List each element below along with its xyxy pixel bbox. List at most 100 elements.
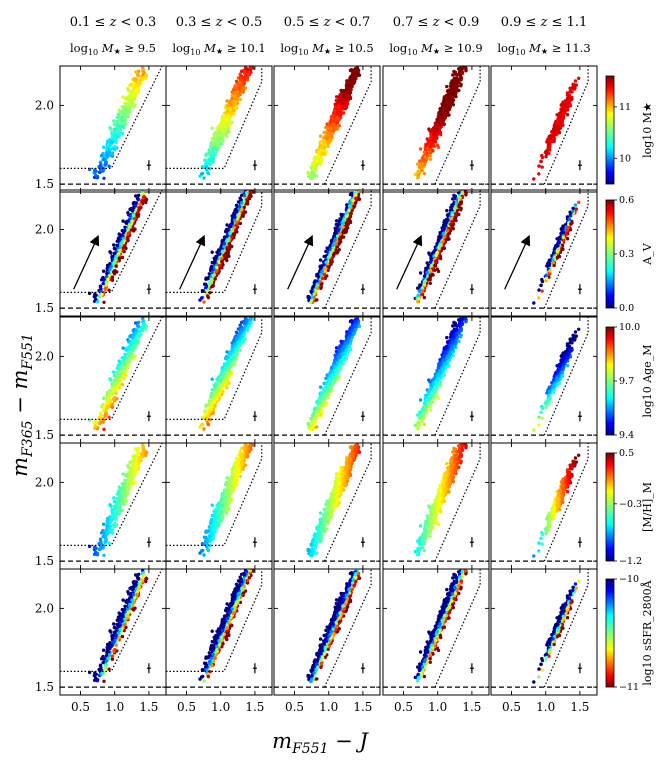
galaxy-point (217, 260, 221, 264)
galaxy-point (209, 267, 214, 271)
galaxy-point (433, 248, 437, 253)
galaxy-point (438, 107, 442, 111)
galaxy-point (240, 77, 244, 81)
galaxy-point (232, 102, 236, 106)
galaxy-point (418, 271, 423, 275)
galaxy-point (213, 277, 217, 281)
galaxy-point (419, 292, 424, 297)
galaxy-point (225, 113, 230, 118)
galaxy-point (316, 286, 320, 290)
galaxy-point (98, 160, 103, 164)
galaxy-point (94, 173, 98, 177)
galaxy-point (423, 279, 427, 283)
galaxy-point (123, 244, 127, 248)
galaxy-point (561, 238, 565, 242)
galaxy-point (333, 238, 337, 243)
galaxy-point (144, 200, 148, 205)
galaxy-point (238, 205, 242, 209)
galaxy-point (577, 76, 581, 81)
galaxy-point (320, 152, 325, 157)
galaxy-point (319, 273, 323, 277)
galaxy-point (120, 240, 124, 244)
galaxy-point (217, 128, 221, 132)
galaxy-point (112, 123, 117, 127)
galaxy-point (121, 110, 125, 114)
galaxy-point (416, 169, 420, 173)
galaxy-point (123, 101, 127, 106)
galaxy-point (428, 278, 432, 282)
panel-frame (165, 65, 273, 193)
galaxy-point (569, 222, 573, 226)
galaxy-point (438, 235, 443, 239)
galaxy-point (334, 222, 339, 227)
galaxy-point (99, 287, 103, 291)
galaxy-point (463, 190, 468, 194)
galaxy-point (429, 256, 433, 261)
galaxy-point (326, 268, 330, 272)
galaxy-point (105, 263, 110, 268)
galaxy-point (568, 214, 573, 218)
galaxy-point (453, 83, 457, 87)
galaxy-point (344, 90, 349, 95)
galaxy-point (110, 278, 115, 282)
galaxy-point (420, 286, 424, 290)
galaxy-point (416, 300, 420, 304)
galaxy-point (352, 80, 356, 85)
galaxy-point (312, 292, 316, 296)
galaxy-point (226, 253, 230, 257)
galaxy-point (124, 122, 128, 127)
galaxy-point (350, 208, 354, 213)
galaxy-point (118, 124, 123, 129)
galaxy-point (309, 300, 313, 305)
galaxy-point (425, 146, 430, 151)
galaxy-point (94, 293, 98, 297)
galaxy-point (544, 152, 549, 156)
galaxy-point (344, 211, 349, 215)
galaxy-point (324, 260, 329, 264)
galaxy-point (345, 94, 350, 98)
galaxy-point (245, 199, 250, 204)
panel-frame (273, 65, 381, 193)
galaxy-point (99, 154, 104, 158)
galaxy-point (320, 276, 325, 281)
galaxy-point (233, 94, 237, 98)
galaxy-point (443, 223, 447, 228)
galaxy-point (126, 104, 130, 108)
galaxy-point (112, 247, 117, 251)
galaxy-point (137, 207, 142, 211)
galaxy-point (238, 221, 243, 226)
galaxy-point (344, 214, 349, 219)
galaxy-point (205, 289, 209, 294)
galaxy-point (451, 223, 455, 228)
galaxy-point (352, 204, 356, 209)
galaxy-point (131, 104, 135, 108)
galaxy-point (107, 150, 112, 154)
galaxy-point (537, 172, 541, 176)
galaxy-point (540, 289, 544, 293)
galaxy-point (109, 251, 113, 255)
y-tick-label: 2.0 (35, 98, 54, 112)
galaxy-point (108, 267, 112, 272)
galaxy-point (354, 196, 358, 201)
galaxy-point (204, 282, 208, 286)
galaxy-point (451, 73, 455, 77)
galaxy-point (565, 215, 570, 219)
galaxy-point (106, 153, 110, 157)
galaxy-point (446, 89, 450, 93)
galaxy-point (438, 254, 443, 259)
galaxy-point (116, 252, 121, 256)
galaxy-point (457, 212, 461, 217)
panel-frame (165, 189, 273, 317)
galaxy-point (210, 160, 214, 165)
galaxy-point (336, 234, 340, 238)
galaxy-point (307, 295, 311, 299)
galaxy-point (432, 139, 437, 143)
galaxy-point (540, 165, 544, 169)
scatter-panel (382, 65, 490, 193)
y-tick-label: 2.0 (35, 222, 54, 236)
galaxy-point (347, 80, 352, 84)
galaxy-point (207, 282, 212, 287)
galaxy-point (121, 95, 125, 99)
galaxy-point (240, 83, 244, 87)
galaxy-point (212, 137, 216, 141)
